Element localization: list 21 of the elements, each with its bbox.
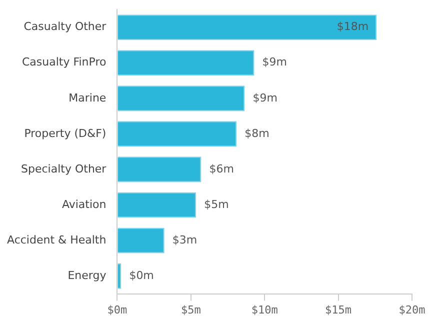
x-tick-label: $10m — [251, 303, 278, 316]
y-tick-label: Marine — [68, 91, 106, 104]
data-label: $3m — [172, 233, 198, 246]
y-tick-label: Specialty Other — [21, 162, 107, 176]
y-tick-label: Casualty FinPro — [22, 56, 106, 69]
data-label: $0m — [129, 268, 154, 282]
x-tick-label: $20m — [398, 303, 426, 316]
y-tick-label: Property (D&F) — [24, 126, 106, 140]
y-tick-label: Energy — [68, 268, 107, 282]
x-tick-label: $5m — [180, 303, 202, 316]
data-label: $6m — [209, 162, 234, 176]
x-tick-label: $15m — [325, 303, 352, 316]
data-label: $5m — [204, 198, 229, 211]
y-tick-label: Accident & Health — [6, 233, 106, 246]
y-tick-label: Aviation — [62, 198, 106, 211]
data-label: $18m — [336, 20, 369, 34]
y-tick-label: Casualty Other — [24, 20, 107, 34]
x-tick-label: $0m — [107, 303, 128, 316]
data-label: $9m — [252, 91, 278, 104]
data-label: $9m — [262, 56, 288, 69]
data-label: $8m — [244, 126, 270, 140]
